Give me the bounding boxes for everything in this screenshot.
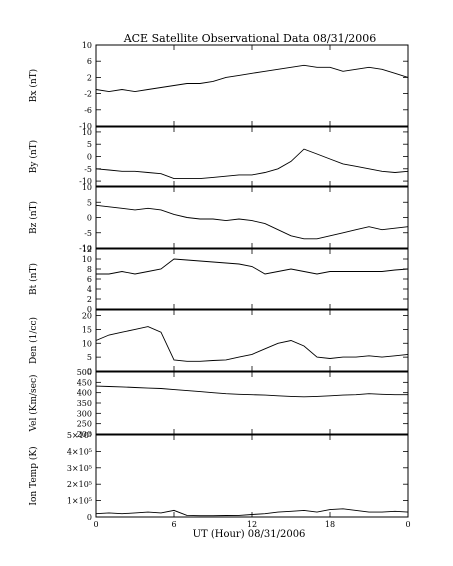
panel-2: -10 -5 0 5 10 By (nT) — [28, 126, 409, 187]
x-tick-label: 0 — [405, 520, 410, 529]
series-line — [95, 508, 409, 517]
y-tick-label: 12 — [82, 245, 92, 254]
y-tick-label: 0 — [87, 153, 92, 162]
y-tick-label: 6 — [87, 275, 92, 284]
y-tick-label: 2×10⁵ — [67, 480, 92, 489]
panels-group: -10 -6 -2 2 6 10 Bx (nT) -10 -5 0 5 10 By (nT) -10 -5 0… — [28, 41, 409, 522]
y-tick-label: -10 — [79, 122, 92, 131]
chart-title: ACE Satellite Observational Data 08/31/2… — [123, 32, 377, 45]
y-tick-label: 400 — [77, 389, 92, 398]
y-tick-label: 2 — [87, 295, 92, 304]
series-line — [95, 385, 408, 398]
series-line — [96, 258, 409, 275]
y-tick-label: -6 — [84, 106, 92, 115]
panel-7: 0 1×10⁵ 2×10⁵ 3×10⁵ 4×10⁵ 5×10⁵ Ion Temp (K) — [28, 431, 409, 522]
y-tick-label: 3×10⁵ — [67, 464, 92, 473]
panel-frame — [95, 309, 409, 372]
y-tick-label: 4 — [87, 285, 92, 294]
y-tick-label: 10 — [82, 128, 92, 137]
x-tick-label: 12 — [247, 520, 257, 529]
y-tick-label: 20 — [82, 312, 92, 321]
panel-frame — [95, 434, 409, 518]
y-tick-label: 500 — [77, 368, 92, 377]
series-line — [95, 204, 409, 240]
panel-frame — [95, 371, 409, 435]
series-line — [95, 64, 409, 93]
y-tick-label: 0 — [87, 305, 92, 314]
y-tick-label: 250 — [77, 420, 92, 429]
y-tick-label: 0 — [87, 513, 92, 522]
y-axis-label: Bz (nT) — [28, 201, 39, 234]
y-tick-label: -2 — [84, 90, 92, 99]
y-axis-label: Bt (nT) — [28, 263, 39, 295]
y-axis-label: Ion Temp (K) — [28, 446, 39, 505]
y-tick-label: 10 — [82, 41, 92, 50]
y-tick-label: 450 — [77, 378, 92, 387]
y-tick-label: 350 — [77, 399, 92, 408]
x-tick-label: 18 — [325, 520, 335, 529]
y-tick-label: 5×10⁵ — [67, 431, 92, 440]
y-tick-label: -5 — [84, 165, 92, 174]
y-tick-label: -5 — [84, 229, 92, 238]
y-tick-label: 10 — [82, 255, 92, 264]
y-tick-label: 5 — [87, 140, 92, 149]
y-tick-label: 5 — [87, 353, 92, 362]
y-tick-label: 300 — [77, 409, 92, 418]
y-tick-label: 8 — [87, 265, 92, 274]
y-tick-label: 10 — [82, 183, 92, 192]
y-axis-label: Bx (nT) — [28, 69, 39, 102]
y-tick-label: 15 — [82, 325, 92, 334]
y-tick-label: 2 — [87, 73, 92, 82]
panel-frame — [95, 248, 409, 310]
y-tick-label: 200 — [77, 430, 92, 439]
panel-1: -10 -6 -2 2 6 10 Bx (nT) — [28, 41, 409, 131]
y-tick-label: 5 — [87, 198, 92, 207]
y-tick-label: 1×10⁵ — [67, 497, 92, 506]
y-tick-label: -10 — [79, 177, 92, 186]
y-tick-label: 0 — [87, 214, 92, 223]
y-tick-label: 6 — [87, 57, 92, 66]
y-tick-label: -10 — [79, 244, 92, 253]
series-line — [95, 326, 409, 362]
y-axis-label: By (nT) — [28, 140, 39, 173]
series-line — [95, 148, 409, 180]
x-tick-label: 0 — [93, 520, 98, 529]
y-tick-label: 0 — [87, 367, 92, 376]
panel-frame — [95, 186, 409, 249]
y-tick-label: 4×10⁵ — [67, 447, 92, 456]
panel-3: -10 -5 0 5 10 Bz (nT) — [28, 183, 409, 253]
y-axis-label: Den (1/cc) — [28, 317, 39, 364]
x-axis-label: UT (Hour) 08/31/2006 — [193, 529, 306, 540]
y-axis-label: Vel (Km/sec) — [28, 374, 39, 432]
y-tick-label: 10 — [82, 339, 92, 348]
panel-5: 0 5 10 15 20 Den (1/cc) — [28, 309, 409, 376]
x-tick-label: 6 — [171, 520, 176, 529]
panel-frame — [95, 44, 409, 127]
panel-frame — [95, 126, 409, 187]
x-tick-labels: 0 6 12 18 0 — [93, 520, 410, 529]
